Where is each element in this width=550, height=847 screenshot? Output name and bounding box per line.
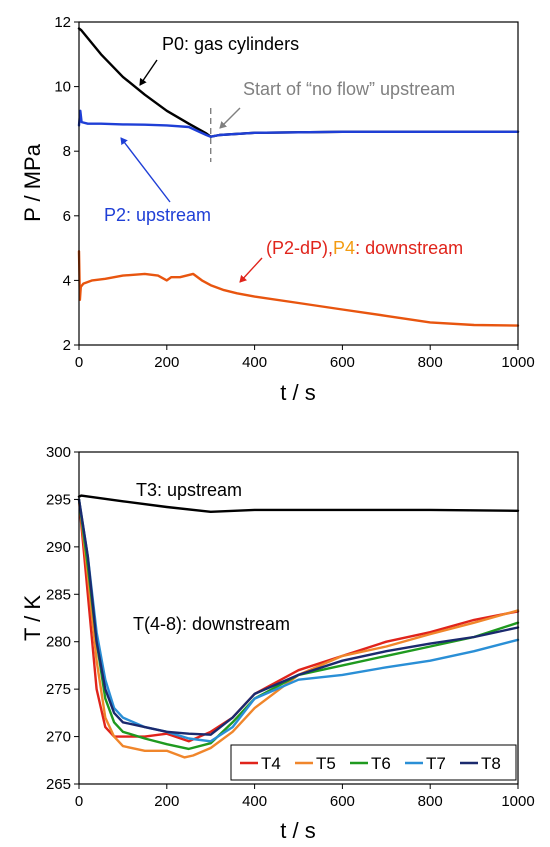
temperature-y-tick-label: 290 bbox=[46, 539, 71, 556]
temperature-x-tick-label: 600 bbox=[330, 793, 355, 810]
pressure-x-tick-label: 1000 bbox=[501, 354, 534, 371]
temperature-legend: T4 T5 T6 T7 T8 bbox=[230, 744, 517, 781]
pressure-plot-frame bbox=[78, 21, 519, 346]
temperature-x-axis-label: t / s bbox=[280, 818, 315, 843]
p2-annotation: P2: upstream bbox=[104, 205, 211, 225]
legend-label-t4: T4 bbox=[261, 754, 281, 773]
pressure-x-tick-label: 400 bbox=[242, 354, 267, 371]
pressure-x-tick-label: 800 bbox=[418, 354, 443, 371]
pressure-y-tick-label: 12 bbox=[54, 14, 71, 31]
series-line-t5 bbox=[77, 498, 520, 759]
temperature-y-tick-label: 270 bbox=[46, 729, 71, 746]
temperature-x-tick-label: 800 bbox=[418, 793, 443, 810]
pressure-x-tick-label: 600 bbox=[330, 354, 355, 371]
no-flow-annotation: Start of “no flow” upstream bbox=[243, 79, 455, 99]
temperature-y-tick-label: 295 bbox=[46, 491, 71, 508]
p4-annotation: (P2-dP),P4: downstream bbox=[266, 238, 463, 258]
p2-arrow bbox=[120, 137, 171, 203]
series-line-t4 bbox=[77, 498, 520, 743]
temperature-y-axis-label: T / K bbox=[20, 595, 45, 641]
p4-annotation-part3: : downstream bbox=[355, 238, 463, 258]
pressure-chart: 0 200 400 600 800 1000 2 4 6 8 10 12 P0: gas cylind… bbox=[20, 14, 535, 405]
temperature-y-tick-label: 265 bbox=[46, 776, 71, 793]
p0-annotation: P0: gas cylinders bbox=[162, 34, 299, 54]
legend-label-t6: T6 bbox=[371, 754, 391, 773]
temperature-x-tick-label: 0 bbox=[75, 793, 83, 810]
t3-annotation: T3: upstream bbox=[136, 480, 242, 500]
no-flow-arrow bbox=[219, 107, 241, 129]
p0-arrow bbox=[139, 59, 158, 86]
legend-label-t8: T8 bbox=[481, 754, 501, 773]
pressure-y-tick-label: 8 bbox=[63, 143, 71, 160]
temperature-y-tick-label: 300 bbox=[46, 444, 71, 461]
series-line-t6 bbox=[77, 498, 520, 751]
p4-annotation-part1: (P2-dP), bbox=[266, 238, 333, 258]
temperature-plot-frame bbox=[78, 451, 519, 785]
temperature-y-tick-label: 280 bbox=[46, 634, 71, 651]
temperature-y-tick-label: 275 bbox=[46, 681, 71, 698]
p4-arrow bbox=[239, 257, 263, 283]
temperature-x-tick-label: 1000 bbox=[501, 793, 534, 810]
pressure-y-tick-label: 6 bbox=[63, 208, 71, 225]
series-line-t8 bbox=[77, 498, 520, 736]
series-line-p4 bbox=[77, 250, 520, 327]
pressure-y-tick-label: 4 bbox=[63, 272, 71, 289]
pressure-x-tick-label: 0 bbox=[75, 354, 83, 371]
pressure-y-tick-label: 10 bbox=[54, 79, 71, 96]
series-line-t7 bbox=[77, 498, 520, 743]
pressure-y-tick-label: 2 bbox=[63, 337, 71, 354]
pressure-y-axis-label: P / MPa bbox=[20, 143, 45, 222]
temperature-chart: 0 200 400 600 800 1000 265 270 275 280 285 290 295 30… bbox=[20, 444, 535, 843]
p4-annotation-part2: P4 bbox=[333, 238, 355, 258]
series-line-t3 bbox=[77, 494, 520, 513]
legend-label-t5: T5 bbox=[316, 754, 336, 773]
pressure-x-tick-label: 200 bbox=[154, 354, 179, 371]
temperature-y-tick-label: 285 bbox=[46, 586, 71, 603]
temperature-x-tick-label: 200 bbox=[154, 793, 179, 810]
series-line-p2 bbox=[77, 109, 520, 138]
pressure-x-axis-label: t / s bbox=[280, 380, 315, 405]
temperature-x-tick-label: 400 bbox=[242, 793, 267, 810]
t48-annotation: T(4-8): downstream bbox=[133, 614, 290, 634]
legend-label-t7: T7 bbox=[426, 754, 446, 773]
